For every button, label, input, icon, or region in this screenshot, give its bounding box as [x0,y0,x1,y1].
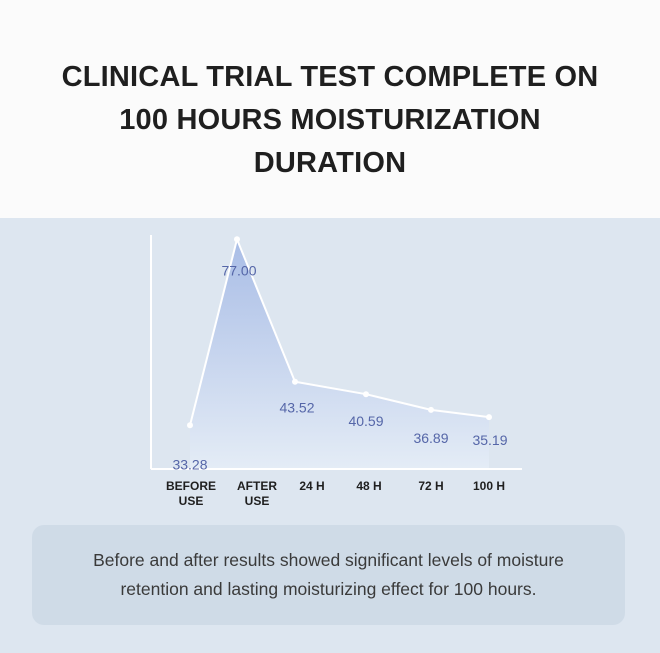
data-label-3: 43.52 [279,400,314,416]
data-point-3 [292,378,298,385]
data-point-4 [363,391,369,398]
caption-box: Before and after results showed signific… [32,525,625,625]
data-point-6 [486,414,492,421]
x-tick-label-5: 72 H [418,479,443,493]
title-line-2: 100 HOURS MOISTURIZATION [119,104,541,136]
series-line [189,236,490,426]
header-section: CLINICAL TRIAL TEST COMPLETE ON 100 HOUR… [0,0,660,218]
title-line-1: CLINICAL TRIAL TEST COMPLETE ON [61,61,599,93]
x-tick-label-2-line-2: USE [245,494,270,508]
page-title: CLINICAL TRIAL TEST COMPLETE ON 100 HOUR… [0,56,660,185]
title-line-3: DURATION [253,147,407,179]
data-point-1 [187,422,193,429]
x-tick-label-2-line-1: AFTER [237,479,277,493]
data-point-5 [428,406,434,413]
x-tick-label-1-line-2: USE [179,494,204,508]
x-tick-label-4: 48 H [356,479,381,493]
data-label-4: 40.59 [348,413,383,429]
data-label-2: 77.00 [221,262,256,278]
caption-text: Before and after results showed signific… [93,550,564,599]
x-tick-label-6: 100 H [473,479,505,493]
data-label-6: 35.19 [472,432,507,448]
area-fill [190,239,489,469]
x-tick-label-1-line-1: BEFORE [166,479,216,493]
x-tick-label-3: 24 H [299,479,324,493]
data-point-2 [234,236,240,243]
data-label-1: 33.28 [172,456,207,472]
data-label-5: 36.89 [413,430,448,446]
